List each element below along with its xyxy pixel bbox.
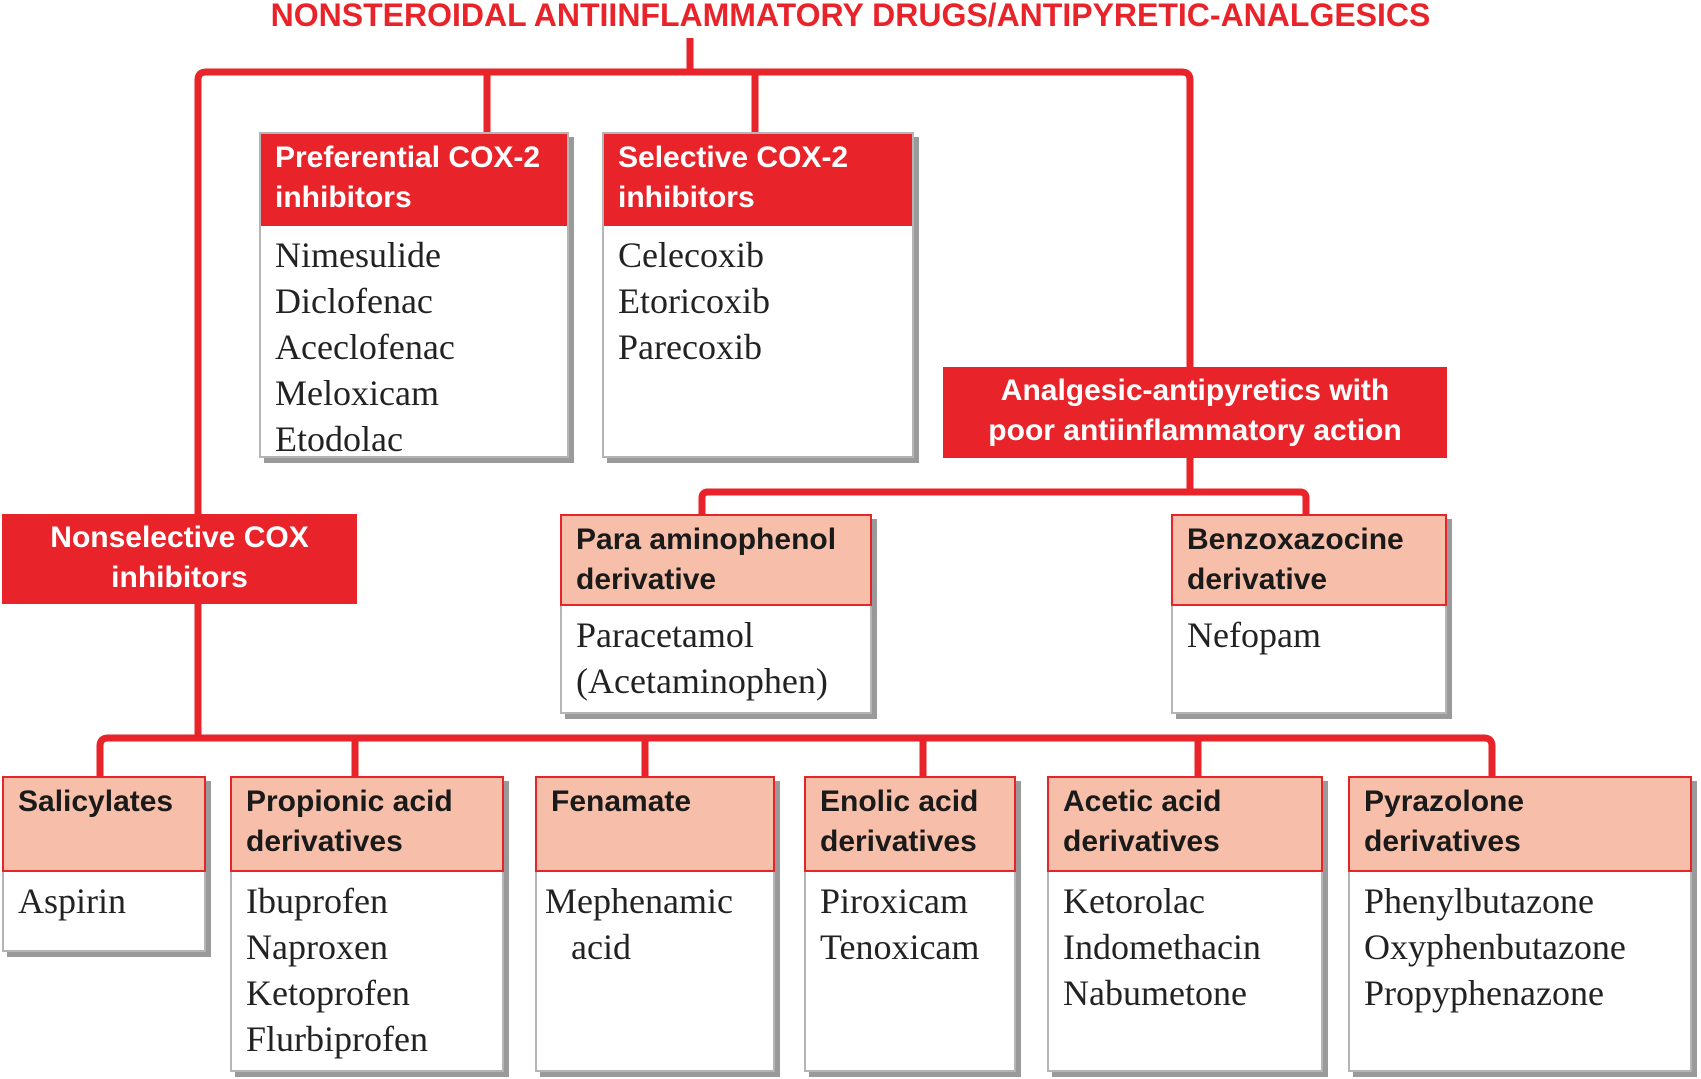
selective-cox2-heading: Selective COX-2 inhibitors [604, 134, 912, 226]
salicylates-box: Salicylates Aspirin [2, 776, 206, 952]
nonselective-cox-box: Nonselective COX inhibitors [2, 514, 357, 604]
salicylates-heading: Salicylates [2, 776, 206, 872]
heading-line: Benzoxazocine [1187, 523, 1404, 556]
propionic-acid-list: Ibuprofen Naproxen Ketoprofen Flurbiprof… [232, 872, 502, 1062]
para-aminophenol-heading: Para aminophenol derivative [560, 514, 872, 606]
drug-item: Diclofenac [275, 281, 433, 321]
heading-line: Fenamate [551, 785, 692, 818]
drug-item: Nimesulide [275, 235, 441, 275]
drug-item: Ketorolac [1063, 881, 1205, 921]
heading-line: inhibitors [618, 181, 755, 214]
page-title: NONSTEROIDAL ANTIINFLAMMATORY DRUGS/ANTI… [270, 0, 1431, 33]
selective-cox2-list: Celecoxib Etoricoxib Parecoxib [604, 226, 912, 370]
enolic-acid-list: Piroxicam Tenoxicam [806, 872, 1014, 970]
drug-item: Flurbiprofen [246, 1019, 428, 1059]
heading-line: derivative [576, 563, 717, 596]
heading-line: inhibitors [111, 561, 248, 594]
drug-item: (Acetaminophen) [576, 661, 828, 701]
drug-item: Piroxicam [820, 881, 968, 921]
heading-line: Analgesic-antipyretics with [1000, 374, 1390, 407]
drug-item: Tenoxicam [820, 927, 980, 967]
pyrazolone-box: Pyrazolone derivatives Phenylbutazone Ox… [1348, 776, 1692, 1072]
drug-item: Aceclofenac [275, 327, 455, 367]
drug-item: Phenylbutazone [1364, 881, 1594, 921]
heading-line: derivative [1187, 563, 1328, 596]
drug-item: Paracetamol [576, 615, 754, 655]
heading-line: Selective COX-2 [618, 141, 849, 174]
acetic-acid-box: Acetic acid derivatives Ketorolac Indome… [1047, 776, 1323, 1072]
drug-item: Meloxicam [275, 373, 439, 413]
pyrazolone-list: Phenylbutazone Oxyphenbutazone Propyphen… [1350, 872, 1690, 1016]
para-aminophenol-box: Para aminophenol derivative Paracetamol … [560, 514, 872, 714]
benzoxazocine-list: Nefopam [1173, 606, 1445, 658]
preferential-cox2-box: Preferential COX-2 inhibitors Nimesulide… [259, 132, 569, 459]
heading-line: Salicylates [18, 785, 174, 818]
drug-item: Naproxen [246, 927, 388, 967]
heading-line: poor antiinflammatory action [988, 414, 1402, 447]
drug-item: Oxyphenbutazone [1364, 927, 1626, 967]
salicylates-list: Aspirin [4, 872, 204, 924]
selective-cox2-box: Selective COX-2 inhibitors Celecoxib Eto… [602, 132, 914, 458]
drug-item: Propyphenazone [1364, 973, 1604, 1013]
enolic-acid-heading: Enolic acid derivatives [804, 776, 1016, 872]
heading-line: Para aminophenol [576, 523, 837, 556]
benzoxazocine-box: Benzoxazocine derivative Nefopam [1171, 514, 1447, 714]
heading-line: derivatives [246, 825, 403, 858]
drug-item: Etoricoxib [618, 281, 770, 321]
drug-item: Indomethacin [1063, 927, 1261, 967]
fenamate-heading: Fenamate [535, 776, 775, 872]
propionic-acid-heading: Propionic acid derivatives [230, 776, 504, 872]
drug-item: Ketoprofen [246, 973, 410, 1013]
propionic-acid-box: Propionic acid derivatives Ibuprofen Nap… [230, 776, 504, 1072]
fenamate-box: Fenamate Mephenamic acid [535, 776, 775, 1072]
heading-line: Nonselective COX [50, 521, 309, 554]
heading-line: Preferential COX-2 [275, 141, 541, 174]
heading-line: derivatives [1063, 825, 1220, 858]
heading-line: inhibitors [275, 181, 412, 214]
drug-item: Parecoxib [618, 327, 762, 367]
drug-item: Etodolac [275, 419, 403, 459]
analgesic-antipyretics-box: Analgesic-antipyretics with poor antiinf… [943, 367, 1447, 458]
fenamate-list: Mephenamic acid [537, 872, 773, 970]
heading-line: Enolic acid [820, 785, 979, 818]
drug-item: Aspirin [18, 881, 126, 921]
drug-item: Celecoxib [618, 235, 764, 275]
heading-line: derivatives [1364, 825, 1521, 858]
acetic-acid-list: Ketorolac Indomethacin Nabumetone [1049, 872, 1321, 1016]
drug-item: Mephenamic [545, 881, 733, 921]
preferential-cox2-list: Nimesulide Diclofenac Aceclofenac Meloxi… [261, 226, 567, 462]
preferential-cox2-heading: Preferential COX-2 inhibitors [261, 134, 567, 226]
drug-item: Nabumetone [1063, 973, 1247, 1013]
heading-line: Acetic acid [1063, 785, 1222, 818]
pyrazolone-heading: Pyrazolone derivatives [1348, 776, 1692, 872]
heading-line: Propionic acid [246, 785, 453, 818]
acetic-acid-heading: Acetic acid derivatives [1047, 776, 1323, 872]
para-aminophenol-list: Paracetamol (Acetaminophen) [562, 606, 870, 704]
enolic-acid-box: Enolic acid derivatives Piroxicam Tenoxi… [804, 776, 1016, 1072]
drug-item: acid [571, 927, 631, 967]
heading-line: derivatives [820, 825, 977, 858]
heading-line: Pyrazolone [1364, 785, 1525, 818]
drug-item: Nefopam [1187, 615, 1321, 655]
drug-item: Ibuprofen [246, 881, 388, 921]
benzoxazocine-heading: Benzoxazocine derivative [1171, 514, 1447, 606]
